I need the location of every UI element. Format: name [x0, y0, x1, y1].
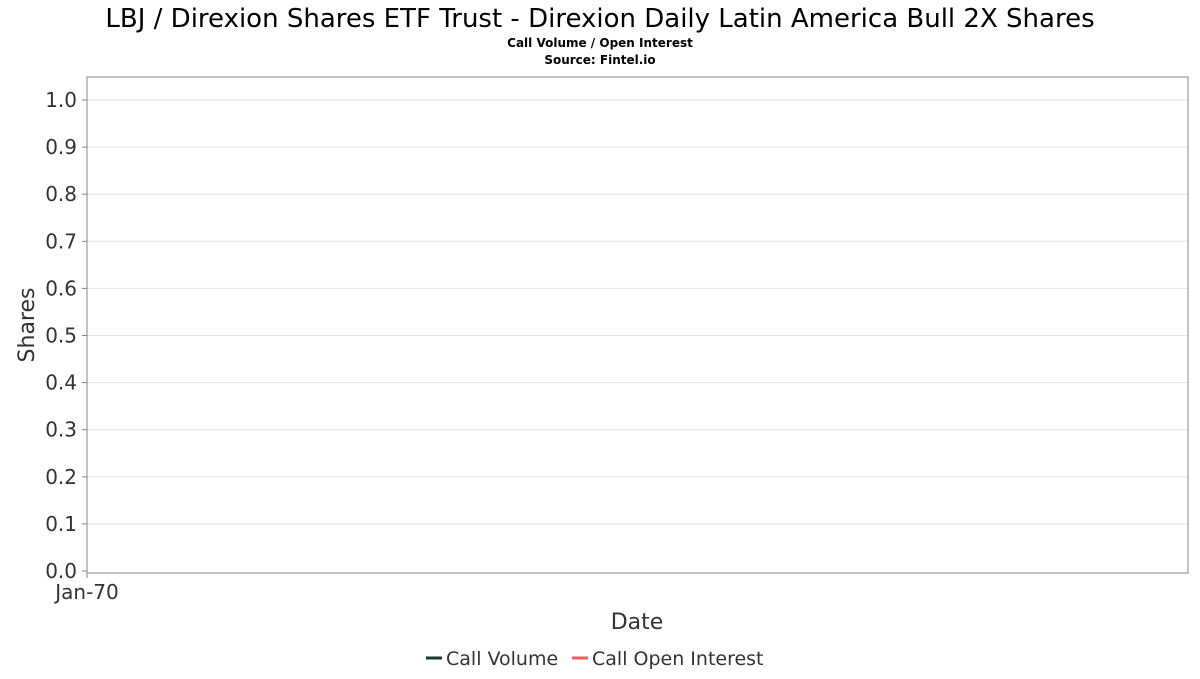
y-tick-label: 0.8 — [45, 182, 77, 206]
y-tick-label: 0.9 — [45, 135, 77, 159]
legend-label-call-open-interest: Call Open Interest — [592, 648, 764, 670]
y-tick-label: 0.1 — [45, 512, 77, 536]
y-tick-label: 0.5 — [45, 324, 77, 348]
x-tick-label: Jan-70 — [53, 580, 119, 604]
y-tick-label: 0.4 — [45, 371, 77, 395]
y-tick-label: 0.2 — [45, 465, 77, 489]
y-tick-label: 0.3 — [45, 418, 77, 442]
y-tick-label: 0.6 — [45, 276, 77, 300]
plot-area — [86, 76, 1189, 574]
y-tick-label: 1.0 — [45, 88, 77, 112]
chart-subtitle: Call Volume / Open Interest — [507, 36, 693, 50]
x-axis-title: Date — [611, 610, 664, 635]
y-axis-title: Shares — [15, 288, 40, 363]
grid-layer — [87, 99, 1188, 525]
y-tick-label: 0.0 — [45, 559, 77, 583]
legend: Call Volume Call Open Interest — [426, 648, 764, 670]
chart-source: Source: Fintel.io — [544, 53, 655, 67]
y-tick-layer: 0.0 0.1 0.2 0.3 0.4 0.5 0.6 0.7 0.8 0.9 1.0 — [45, 88, 87, 583]
x-tick-layer: Jan-70 — [53, 573, 119, 604]
chart-title: LBJ / Direxion Shares ETF Trust - Direxi… — [105, 4, 1094, 34]
legend-label-call-volume: Call Volume — [446, 648, 558, 670]
y-tick-label: 0.7 — [45, 229, 77, 253]
